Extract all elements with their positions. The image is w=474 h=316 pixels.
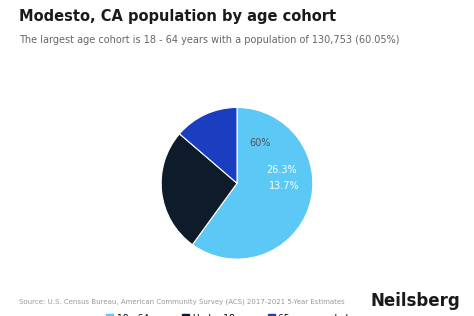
Text: 13.7%: 13.7% [269,181,299,191]
Wedge shape [161,134,237,245]
Text: Modesto, CA population by age cohort: Modesto, CA population by age cohort [19,9,336,24]
Text: 26.3%: 26.3% [267,165,297,175]
Wedge shape [192,107,313,259]
Text: Source: U.S. Census Bureau, American Community Survey (ACS) 2017-2021 5-Year Est: Source: U.S. Census Bureau, American Com… [19,298,345,305]
Legend: 18 - 64 years, Under 18 years, 65 years and above: 18 - 64 years, Under 18 years, 65 years … [102,310,372,316]
Text: The largest age cohort is 18 - 64 years with a population of 130,753 (60.05%): The largest age cohort is 18 - 64 years … [19,35,400,45]
Text: Neilsberg: Neilsberg [370,292,460,310]
Text: 60%: 60% [250,137,271,148]
Wedge shape [180,107,237,183]
